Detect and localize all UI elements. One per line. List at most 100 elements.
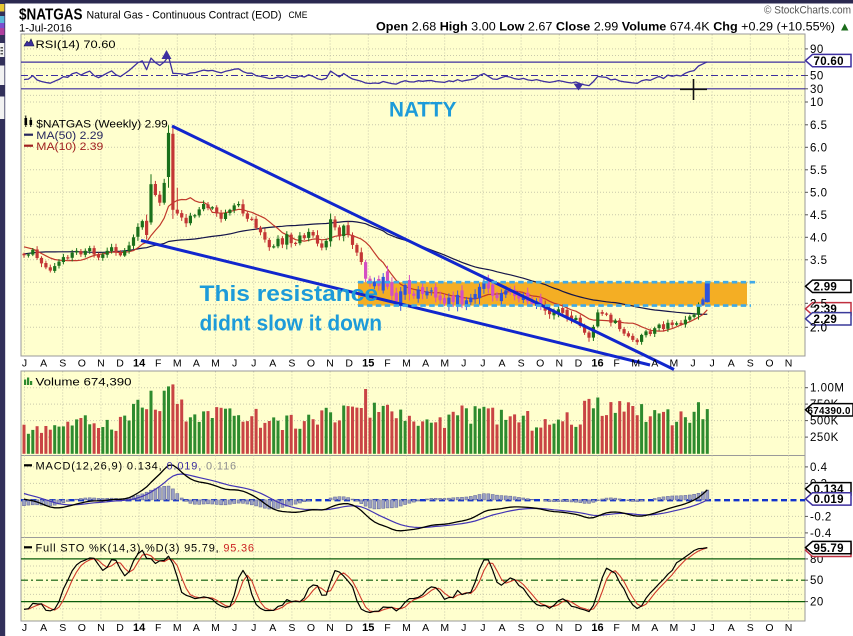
- svg-text:A: A: [728, 358, 735, 370]
- svg-text:A: A: [269, 622, 276, 634]
- svg-text:15: 15: [362, 622, 374, 634]
- svg-text:RSI(14) 70.60: RSI(14) 70.60: [36, 39, 116, 51]
- svg-text:J: J: [480, 622, 485, 634]
- svg-text:95.79: 95.79: [814, 543, 844, 555]
- svg-text:A: A: [193, 358, 200, 370]
- svg-text:N: N: [556, 622, 564, 634]
- svg-text:D: D: [575, 358, 583, 370]
- svg-text:50: 50: [810, 575, 824, 587]
- svg-text:674390.0: 674390.0: [808, 406, 852, 417]
- svg-text:D: D: [345, 358, 353, 370]
- svg-text:$NATGAS (Weekly) 2.99: $NATGAS (Weekly) 2.99: [36, 119, 168, 131]
- svg-text:N: N: [326, 622, 334, 634]
- svg-text:S: S: [288, 358, 295, 370]
- svg-text:15: 15: [362, 358, 374, 370]
- svg-text:A: A: [651, 358, 658, 370]
- svg-text:3.5: 3.5: [810, 255, 828, 267]
- svg-text:A: A: [269, 358, 276, 370]
- svg-text:MACD(12,26,9) 0.134, 0.019, 0.: MACD(12,26,9) 0.134, 0.019, 0.116: [36, 460, 238, 472]
- svg-text:O: O: [78, 622, 86, 634]
- svg-text:A: A: [422, 622, 429, 634]
- svg-text:A: A: [193, 622, 200, 634]
- svg-text:A: A: [40, 358, 47, 370]
- svg-text:O: O: [307, 358, 315, 370]
- svg-text:6.0: 6.0: [810, 142, 828, 154]
- svg-text:500K: 500K: [810, 416, 839, 428]
- svg-text:6.5: 6.5: [810, 120, 828, 132]
- svg-text:2.0: 2.0: [810, 322, 828, 334]
- svg-text:D: D: [575, 622, 583, 634]
- svg-text:O: O: [765, 358, 773, 370]
- svg-text:F: F: [155, 358, 161, 370]
- svg-text:4.0: 4.0: [810, 232, 828, 244]
- svg-text:J: J: [690, 622, 695, 634]
- svg-text:A: A: [651, 622, 658, 634]
- svg-text:N: N: [785, 622, 793, 634]
- svg-text:16: 16: [591, 622, 603, 634]
- svg-text:N: N: [326, 358, 334, 370]
- svg-text:N: N: [97, 358, 105, 370]
- svg-text:S: S: [747, 622, 754, 634]
- svg-text:Full STO %K(14,3) %D(3) 95.79,: Full STO %K(14,3) %D(3) 95.79, 95.36: [36, 542, 255, 554]
- svg-text:F: F: [613, 622, 619, 634]
- svg-text:Volume 674,390: Volume 674,390: [36, 377, 132, 389]
- svg-text:A: A: [422, 358, 429, 370]
- svg-text:MA(10) 2.39: MA(10) 2.39: [36, 141, 103, 153]
- svg-text:A: A: [40, 622, 47, 634]
- svg-text:S: S: [288, 622, 295, 634]
- svg-text:M: M: [211, 358, 220, 370]
- svg-text:F: F: [384, 358, 390, 370]
- svg-text:50: 50: [810, 71, 824, 83]
- svg-text:4.5: 4.5: [810, 210, 828, 222]
- svg-text:M: M: [631, 358, 640, 370]
- svg-text:F: F: [384, 622, 390, 634]
- svg-text:J: J: [480, 358, 485, 370]
- svg-text:O: O: [536, 358, 544, 370]
- svg-text:M: M: [402, 358, 411, 370]
- svg-text:S: S: [747, 358, 754, 370]
- svg-text:1.00M: 1.00M: [810, 383, 844, 395]
- svg-text:2.99: 2.99: [814, 282, 838, 294]
- svg-text:D: D: [116, 358, 124, 370]
- svg-text:5.5: 5.5: [810, 165, 828, 177]
- svg-text:S: S: [59, 358, 66, 370]
- svg-text:Open 2.68 High 3.00 Low 2.67 C: Open 2.68 High 3.00 Low 2.67 Close 2.99 …: [376, 20, 851, 34]
- svg-text:70.60: 70.60: [814, 56, 844, 68]
- svg-text:O: O: [765, 622, 773, 634]
- svg-text:J: J: [22, 622, 27, 634]
- svg-text:O: O: [536, 622, 544, 634]
- svg-text:S: S: [518, 622, 525, 634]
- svg-text:J: J: [461, 358, 466, 370]
- svg-text:J: J: [709, 622, 714, 634]
- svg-text:Natural Gas - Continuous Contr: Natural Gas - Continuous Contract (EOD): [87, 10, 282, 22]
- svg-text:M: M: [173, 358, 182, 370]
- svg-text:5.0: 5.0: [810, 187, 828, 199]
- svg-text:F: F: [613, 358, 619, 370]
- svg-text:14: 14: [133, 622, 146, 634]
- svg-text:250K: 250K: [810, 432, 839, 444]
- svg-text:J: J: [22, 358, 27, 370]
- svg-text:M: M: [670, 358, 679, 370]
- svg-text:-0.4: -0.4: [810, 528, 832, 540]
- svg-text:-0.2: -0.2: [810, 511, 832, 523]
- svg-text:MA(50) 2.29: MA(50) 2.29: [36, 130, 103, 142]
- svg-text:J: J: [690, 358, 695, 370]
- svg-text:M: M: [173, 622, 182, 634]
- svg-text:10: 10: [810, 97, 824, 109]
- svg-text:20: 20: [810, 597, 824, 609]
- svg-text:J: J: [461, 622, 466, 634]
- svg-text:1-Jul-2016: 1-Jul-2016: [19, 23, 72, 35]
- svg-text:didnt slow it down: didnt slow it down: [200, 311, 383, 336]
- svg-text:16: 16: [591, 358, 603, 370]
- svg-text:A: A: [498, 358, 505, 370]
- svg-text:M: M: [211, 622, 220, 634]
- svg-text:O: O: [78, 358, 86, 370]
- svg-text:O: O: [307, 622, 315, 634]
- svg-text:N: N: [556, 358, 564, 370]
- svg-text:J: J: [251, 622, 256, 634]
- svg-text:NATTY: NATTY: [389, 99, 457, 122]
- svg-text:J: J: [232, 358, 237, 370]
- svg-text:$NATGAS: $NATGAS: [19, 7, 83, 24]
- svg-text:S: S: [59, 622, 66, 634]
- svg-text:F: F: [155, 622, 161, 634]
